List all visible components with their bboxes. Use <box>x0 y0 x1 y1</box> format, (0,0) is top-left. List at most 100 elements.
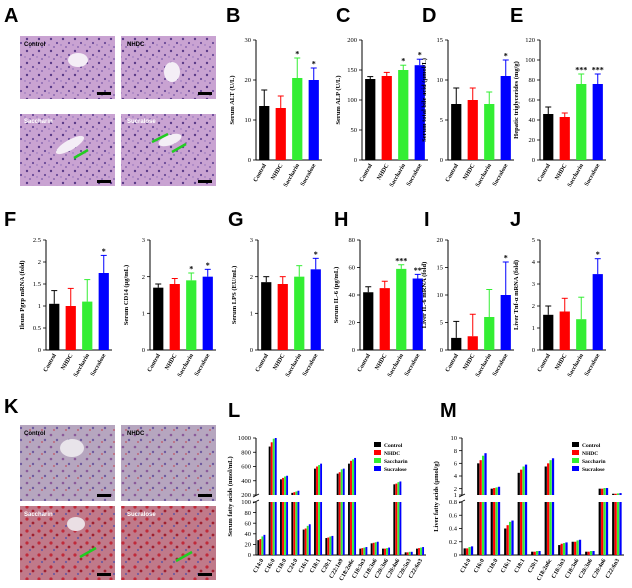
histology-image-saccharin <box>20 506 115 580</box>
bar-sucralose-lower <box>286 502 289 555</box>
bar-control <box>325 538 328 555</box>
y-tick-label: 1 <box>142 311 145 318</box>
arrow-icon <box>79 546 97 559</box>
bar-sucralose-upper <box>354 457 357 495</box>
scale-bar <box>97 92 111 95</box>
bar-control-upper <box>336 473 339 495</box>
bar-nhdc-upper <box>493 488 496 495</box>
bar-sucralose-upper <box>320 463 323 495</box>
bar-nhdc-upper <box>293 492 296 495</box>
y-tick-label: 120 <box>525 37 535 44</box>
y-tick-label: 2 <box>38 259 41 266</box>
bar-control <box>365 79 376 160</box>
bar-nhdc-lower <box>338 502 341 555</box>
bar-control <box>261 282 272 350</box>
bar-control <box>451 337 462 350</box>
panel-letter: L <box>228 400 240 422</box>
bar-nhdc-upper <box>270 442 273 495</box>
x-category-label: Saccharin <box>283 162 301 188</box>
arrow-icon <box>175 550 193 563</box>
y-axis-label: Serum fatty acids (nmol/mL) <box>227 456 234 536</box>
bar-sucralose <box>511 520 514 555</box>
bar-saccharin-lower <box>603 502 606 555</box>
bar-control <box>259 106 270 160</box>
bar-control-lower <box>348 502 350 555</box>
significance-marker: * <box>401 57 405 66</box>
bar-chart-f2: 0 1 2 3 Serum CD14 (μg/mL) Control NHDC * Saccha… <box>123 237 216 378</box>
arrow-icon <box>171 142 187 154</box>
x-category-label: Saccharin <box>475 162 493 188</box>
significance-marker: * <box>295 50 299 59</box>
y-tick-label: 0 <box>248 157 251 164</box>
bar-saccharin <box>576 540 579 555</box>
image-label: Control <box>24 431 46 437</box>
significance-marker: * <box>312 60 316 69</box>
y-axis-label: Serum LPS (EU/mL) <box>231 266 238 325</box>
significance-marker: * <box>189 265 193 274</box>
bar-sucralose <box>414 65 425 160</box>
bar-saccharin-upper <box>272 438 275 495</box>
x-category-label: Control <box>147 353 162 374</box>
bar-nhdc <box>381 76 392 160</box>
panel-letter: B <box>226 5 240 27</box>
bar-nhdc-lower <box>547 502 550 555</box>
bar-sucralose <box>422 547 425 555</box>
legend-swatch <box>572 458 579 463</box>
bar-control-lower <box>291 502 294 555</box>
y-tick-label: 1.5 <box>33 281 41 288</box>
bar-saccharin <box>386 548 388 555</box>
bar-sucralose <box>308 524 311 555</box>
x-category-label: Saccharin <box>73 352 91 378</box>
bar-saccharin-upper <box>603 488 606 495</box>
legend-swatch <box>374 450 381 455</box>
bar-sucralose <box>98 273 109 350</box>
significance-marker: *** <box>395 256 407 265</box>
y-tick-label: 0 <box>248 552 251 559</box>
bar-nhdc <box>361 548 364 555</box>
y-tick-label: 20 <box>245 77 252 84</box>
bar-sucralose <box>470 546 474 555</box>
bar-nhdc-upper <box>338 472 341 495</box>
bar-control-lower <box>280 502 282 555</box>
bar-control-upper <box>517 472 520 495</box>
legend-swatch <box>374 466 381 471</box>
y-tick-label: 20 <box>529 137 536 144</box>
bar-saccharin-lower <box>272 502 275 555</box>
bar-nhdc <box>418 548 420 555</box>
panel-letter: D <box>422 5 436 27</box>
x-category-label: Sucralose <box>194 353 212 378</box>
bar-saccharin-lower <box>522 502 525 555</box>
scale-bar <box>198 573 212 576</box>
bar-nhdc <box>65 306 76 350</box>
image-label: Control <box>24 42 46 48</box>
bar-sucralose <box>592 551 595 555</box>
bar-control-lower <box>314 502 316 555</box>
bar-chart-f1: F 0 0.5 1 1.5 2 2.5 Ileum Pgrp mRNA (fold) Contr… <box>4 209 112 378</box>
bar-nhdc <box>384 548 386 555</box>
bar-control-upper <box>544 466 547 495</box>
bar-nhdc <box>406 552 409 555</box>
x-category-label: Saccharin <box>285 352 303 378</box>
x-category-label: NHDC <box>374 353 388 371</box>
y-tick-label: 50 <box>351 127 358 134</box>
y-tick-label: 1 <box>454 492 457 499</box>
bar-chart-i: I 0 5 10 15 20 Liver IL-6 mRNA (fold) Control NH… <box>421 209 514 378</box>
grouped-bar-chart-m: M 12 4 6 8 10 0 0.2 0.4 0.6 0.8 Liver fatty acids (… <box>433 400 624 582</box>
panel-letter: J <box>510 209 521 231</box>
bar-nhdc-upper <box>614 493 617 495</box>
y-tick-label: 2 <box>532 303 535 310</box>
y-tick-label: 8 <box>454 448 457 455</box>
x-category-label: NHDC <box>376 163 390 181</box>
bar-control <box>257 540 260 555</box>
bar-nhdc-lower <box>293 502 296 555</box>
bar-saccharin <box>535 551 539 555</box>
y-tick-label: 10 <box>245 117 252 124</box>
scale-bar <box>97 494 111 497</box>
y-tick-label: 10 <box>437 292 444 299</box>
bar-control-upper <box>598 488 601 495</box>
bar-sucralose-lower <box>619 502 622 555</box>
y-tick-label: 5 <box>532 237 535 244</box>
y-tick-label: 0 <box>250 347 253 354</box>
bar-sucralose <box>263 534 266 555</box>
bar-saccharin <box>186 280 197 350</box>
